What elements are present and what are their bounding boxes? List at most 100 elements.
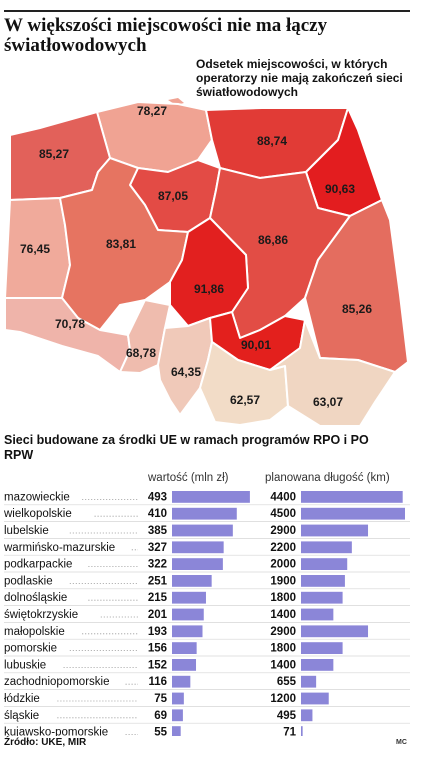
bar-row: kujawsko-pomorskie 55 71: [4, 726, 303, 736]
value-bar: [172, 575, 212, 587]
bar-rows: mazowieckie 493 4400 wielkopolskie 410 4500 lu…: [3, 491, 410, 736]
bar-row: warmińsko-mazurskie 327 2200: [3, 541, 410, 556]
length-label: 1800: [270, 592, 296, 604]
length-header: planowana długość (km): [265, 472, 390, 484]
value-bar: [172, 608, 204, 621]
hel-peninsula: [168, 98, 184, 105]
region-małopolskie: [199, 341, 289, 426]
length-label: 1900: [270, 575, 296, 587]
length-bar: [301, 491, 403, 503]
region-value: 62,57: [230, 393, 260, 407]
value-label: 69: [154, 710, 167, 722]
value-label: 493: [148, 491, 167, 503]
category-label: dolnośląskie: [4, 592, 67, 604]
region-value: 78,27: [137, 104, 167, 118]
length-bar: [301, 675, 317, 688]
length-label: 2000: [270, 559, 296, 571]
bar-row: śląskie 69 495: [4, 709, 410, 724]
author-credit: MC: [396, 739, 407, 746]
length-label: 655: [277, 676, 297, 688]
length-label: 4500: [270, 508, 296, 520]
category-label: wielkopolskie: [3, 508, 72, 520]
length-bar: [301, 524, 369, 537]
category-label: lubuskie: [4, 659, 46, 671]
category-label: lubelskie: [4, 525, 49, 537]
region-value: 85,26: [342, 302, 372, 316]
value-bar: [172, 692, 184, 705]
length-label: 1800: [270, 643, 296, 655]
length-label: 1400: [270, 659, 296, 671]
value-bar: [172, 491, 250, 503]
value-label: 201: [148, 609, 168, 621]
region-value: 90,01: [241, 338, 271, 352]
category-label: łódzkie: [4, 693, 40, 705]
length-bar: [301, 575, 345, 587]
region-value: 87,05: [158, 189, 188, 203]
category-label: pomorskie: [4, 643, 57, 655]
value-bar: [172, 642, 197, 654]
category-label: zachodniopomorskie: [4, 676, 109, 688]
region-value: 91,86: [194, 282, 224, 296]
value-bar: [172, 524, 233, 537]
value-label: 193: [148, 626, 167, 638]
source-note: Źródło: UKE, MIR: [4, 737, 87, 748]
category-label: mazowieckie: [4, 491, 70, 503]
category-label: podlaskie: [4, 575, 53, 587]
length-label: 2900: [270, 525, 296, 537]
page-title: W większości miejscowości nie ma łączy ś…: [4, 15, 328, 56]
length-label: 2900: [270, 626, 296, 638]
region-value: 68,78: [126, 346, 156, 360]
value-label: 410: [148, 508, 167, 520]
bar-row: dolnośląskie 215 1800: [4, 591, 410, 606]
region-value: 88,74: [257, 134, 287, 148]
map-regions: [4, 101, 409, 427]
region-value: 70,78: [55, 317, 85, 331]
value-label: 251: [148, 575, 168, 587]
value-label: 385: [148, 525, 168, 537]
bar-row: świętokrzyskie 201 1400: [4, 608, 410, 623]
value-label: 215: [148, 592, 168, 604]
length-label: 1400: [270, 609, 296, 621]
length-bar: [301, 709, 313, 722]
value-bar: [172, 541, 224, 554]
value-bar: [172, 625, 203, 638]
value-bar: [172, 726, 181, 736]
category-label: podkarpackie: [4, 559, 72, 571]
value-label: 152: [148, 659, 167, 671]
length-bar: [301, 541, 352, 554]
region-value: 83,81: [106, 237, 136, 251]
region-value: 63,07: [313, 395, 343, 409]
region-value: 86,86: [258, 233, 288, 247]
value-label: 55: [154, 727, 167, 736]
value-label: 327: [148, 542, 167, 554]
length-label: 4400: [270, 491, 296, 503]
value-label: 75: [154, 693, 167, 705]
bars-title: Sieci budowane za środki UE w ramach pro…: [4, 433, 369, 462]
bar-row: wielkopolskie 410 4500: [3, 507, 410, 522]
value-bar: [172, 591, 206, 604]
length-label: 495: [277, 710, 297, 722]
bar-row: pomorskie 156 1800: [4, 642, 410, 657]
region-value: 85,27: [39, 147, 69, 161]
region-value: 76,45: [20, 242, 50, 256]
category-label: warmińsko-mazurskie: [3, 542, 115, 554]
bar-row: łódzkie 75 1200: [4, 692, 410, 707]
length-label: 71: [283, 727, 296, 736]
length-bar: [301, 591, 343, 604]
bar-row: lubuskie 152 1400: [4, 659, 410, 674]
length-label: 1200: [270, 693, 296, 705]
length-bar: [301, 558, 348, 570]
category-label: śląskie: [4, 710, 39, 722]
value-bar: [172, 558, 223, 570]
value-bar: [172, 709, 183, 722]
bar-row: podkarpackie 322 2000: [4, 558, 410, 573]
value-bar: [172, 675, 191, 688]
value-label: 156: [148, 643, 167, 655]
bar-chart: wartość (mln zł) planowana długość (km) …: [3, 472, 410, 736]
length-bar: [301, 507, 405, 520]
length-bar: [301, 692, 329, 705]
bar-row: małopolskie 193 2900: [4, 625, 410, 640]
bar-row: mazowieckie 493 4400: [4, 491, 410, 506]
region-podkarpackie: [269, 319, 396, 427]
length-label: 2200: [270, 542, 296, 554]
